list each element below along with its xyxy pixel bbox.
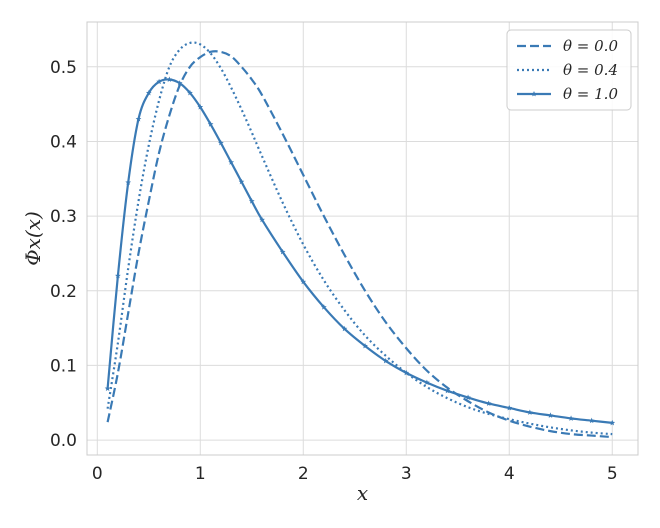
data-point [176, 80, 183, 86]
x-axis-label: x [357, 481, 368, 505]
data-point [238, 178, 245, 185]
legend-label: θ = 0.0 [563, 37, 618, 55]
data-point [403, 369, 410, 376]
data-point [228, 159, 235, 165]
data-point [166, 76, 173, 82]
data-point [187, 89, 193, 96]
data-point [321, 304, 327, 310]
data-point [300, 278, 307, 285]
data-point [115, 272, 121, 279]
legend-label: θ = 1.0 [563, 85, 618, 103]
legend: θ = 0.0 θ = 0.4 θ = 1.0 [506, 29, 632, 111]
data-point [485, 400, 492, 406]
data-point [506, 404, 513, 411]
y-tick-label: 0.0 [50, 431, 77, 451]
x-tick-label: 1 [195, 464, 206, 484]
series-line [106, 78, 613, 424]
data-point [588, 417, 595, 424]
plot-frame [86, 21, 639, 456]
y-tick-label: 0.2 [50, 282, 77, 302]
data-point [156, 78, 162, 85]
data-point [207, 121, 214, 127]
x-tick-label: 3 [401, 464, 412, 484]
data-point [341, 325, 348, 332]
x-tick-label: 2 [298, 464, 309, 484]
x-tick-label: 5 [607, 464, 618, 484]
legend-label: θ = 0.4 [563, 61, 618, 79]
x-ticks: 0 1 2 3 4 5 [92, 464, 618, 484]
y-tick-label: 0.4 [50, 132, 77, 152]
data-point [104, 385, 111, 391]
data-point [145, 89, 152, 96]
y-tick-label: 0.1 [50, 356, 77, 376]
data-point [527, 409, 533, 415]
legend-box [506, 29, 632, 111]
y-tick-label: 0.5 [50, 58, 77, 78]
data-point [547, 412, 554, 418]
data-point [248, 198, 255, 204]
data-point [609, 419, 616, 426]
y-tick-label: 0.3 [50, 207, 77, 227]
data-point [279, 248, 286, 255]
x-tick-label: 0 [92, 464, 103, 484]
y-ticks: 0.0 0.1 0.2 0.3 0.4 0.5 [50, 58, 77, 451]
data-point [465, 394, 471, 400]
data-point [125, 179, 132, 185]
series-layer [104, 41, 616, 439]
data-point [135, 116, 142, 122]
legend-marker [531, 91, 537, 97]
x-tick-label: 4 [504, 464, 515, 484]
data-point [362, 343, 368, 349]
data-point [424, 379, 430, 386]
data-point [218, 139, 224, 146]
y-axis-label: Φx(x) [21, 211, 45, 266]
data-point [197, 104, 204, 110]
data-point [259, 216, 265, 223]
series-3 [104, 76, 616, 426]
data-point [382, 357, 389, 364]
data-point [568, 415, 574, 421]
data-point [444, 387, 451, 394]
